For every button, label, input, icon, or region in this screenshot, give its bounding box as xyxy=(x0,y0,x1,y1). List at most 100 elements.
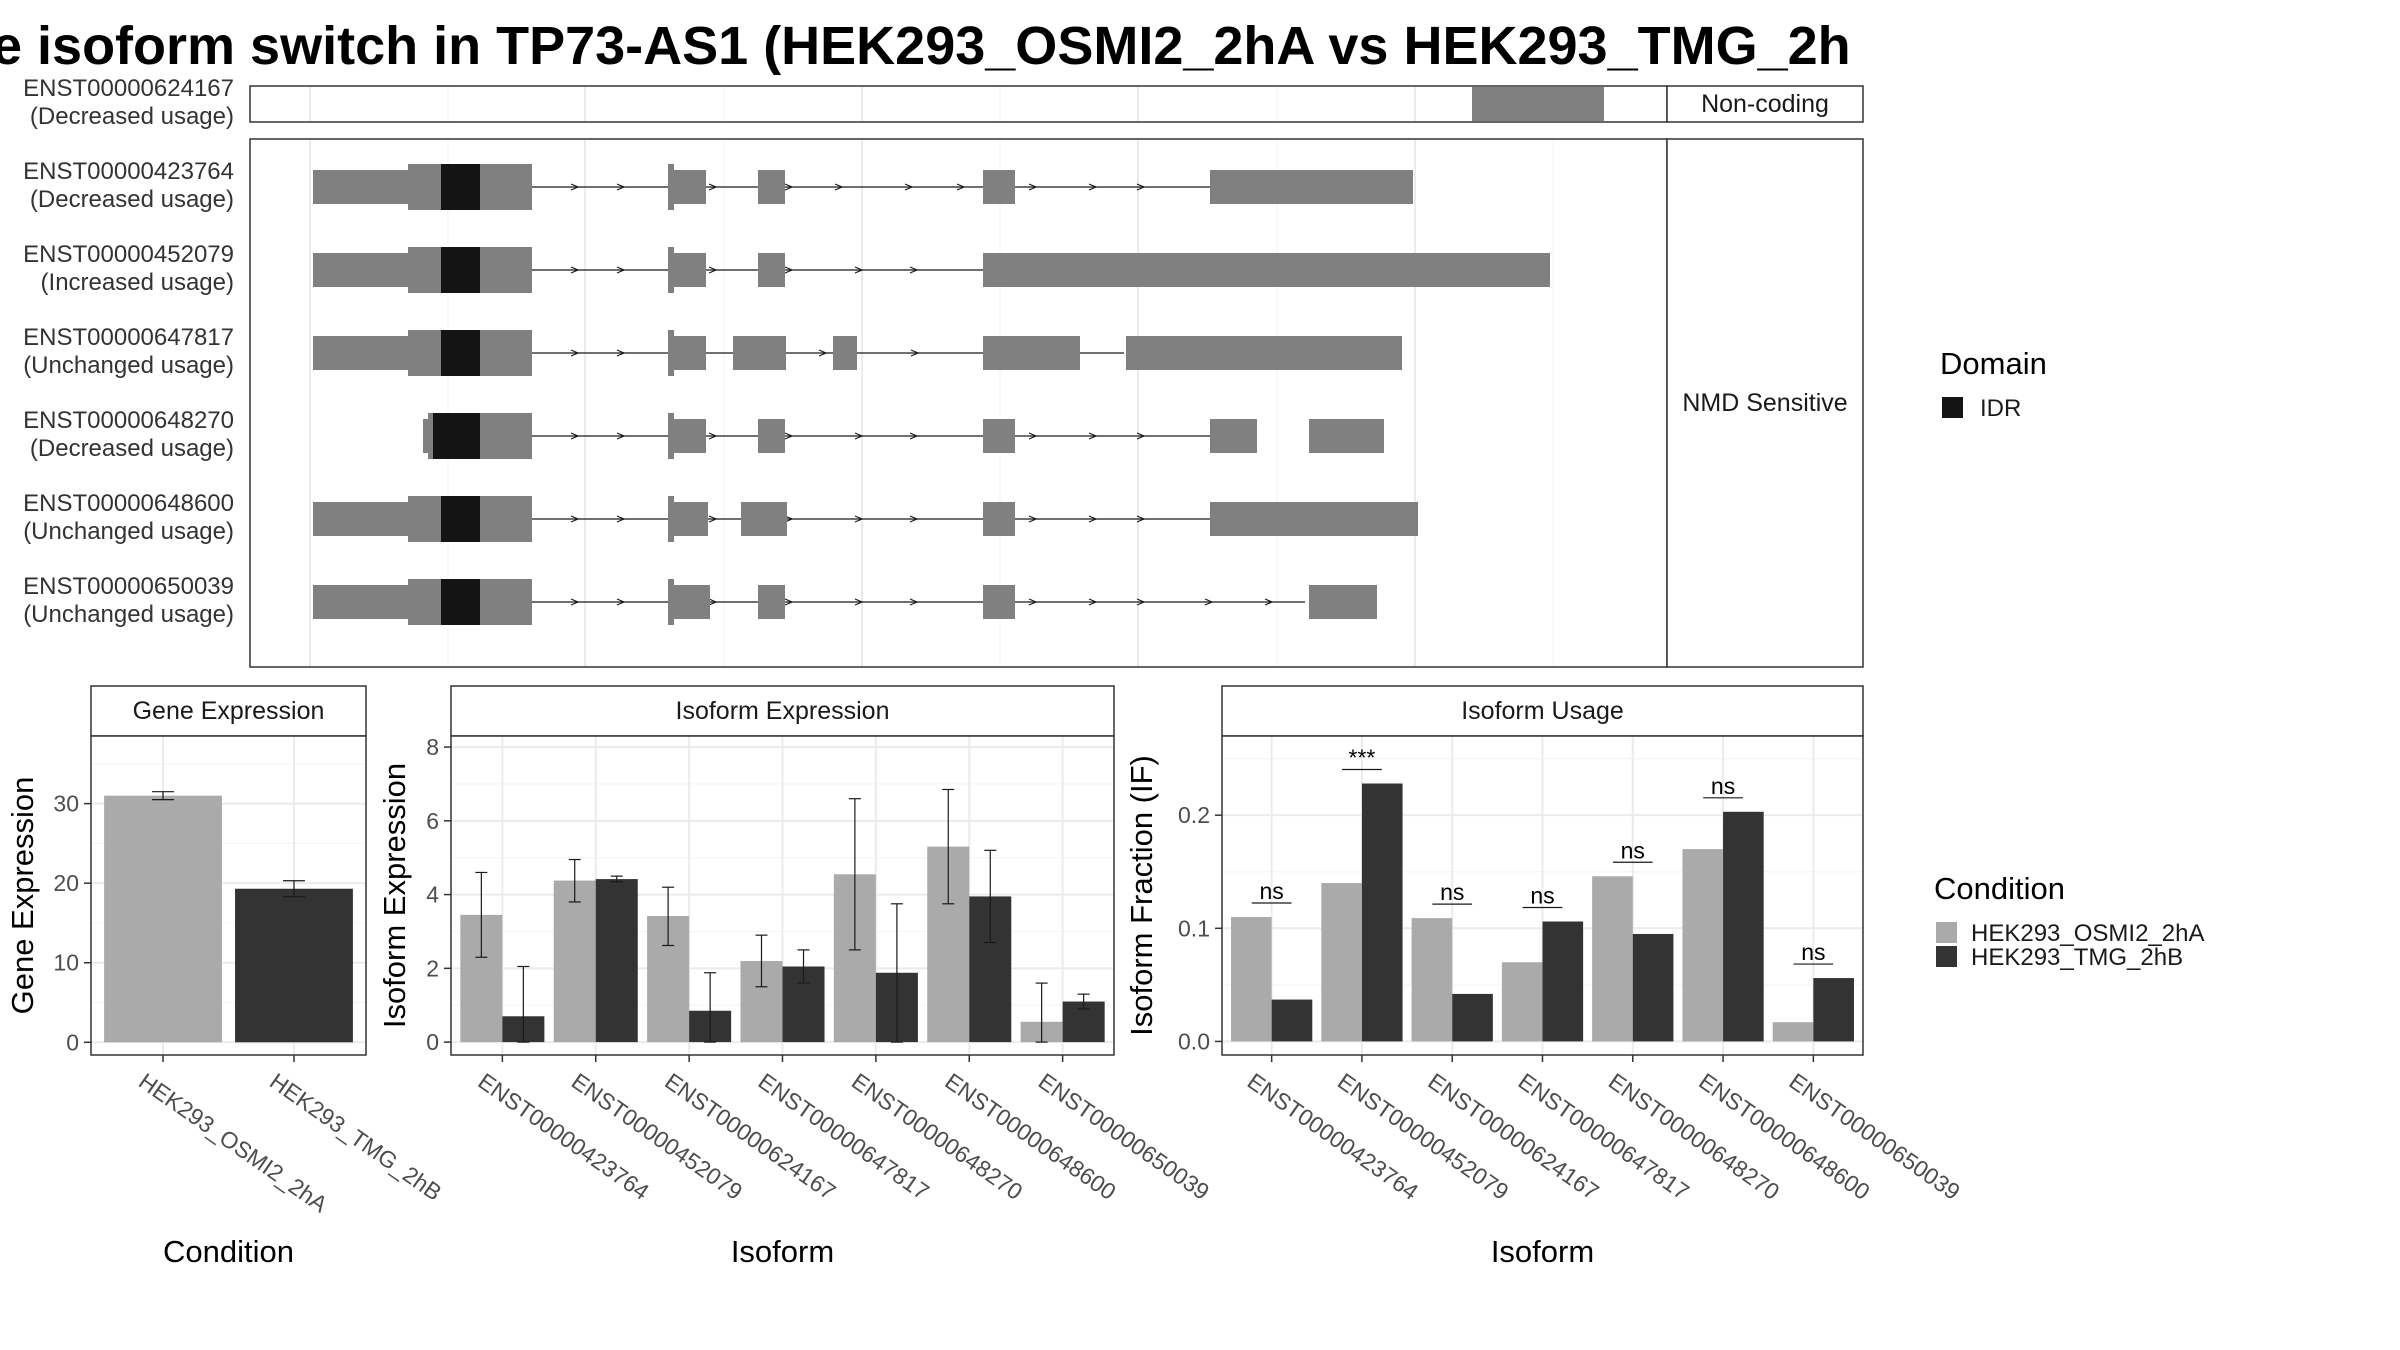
transcript-ENST00000650039 xyxy=(313,579,1377,625)
utr-exon xyxy=(672,585,710,619)
transcript-usage-label: (Decreased usage) xyxy=(30,186,234,213)
idr-domain xyxy=(441,579,480,625)
utr-exon xyxy=(1126,336,1402,370)
strand-arrow xyxy=(784,598,794,606)
strand-arrow xyxy=(834,183,844,191)
transcript-id-label: ENST00000624167 xyxy=(23,75,234,102)
utr-exon xyxy=(313,170,408,204)
strand-arrow xyxy=(909,515,919,523)
strand-arrow xyxy=(909,432,919,440)
strand-arrow xyxy=(1136,515,1146,523)
idr-domain xyxy=(441,164,480,210)
strand-arrow xyxy=(854,598,864,606)
utr-exon xyxy=(1210,419,1257,453)
idr-domain xyxy=(441,496,480,542)
strand-arrow xyxy=(570,515,580,523)
strand-arrow xyxy=(1136,183,1146,191)
significance-label: ns xyxy=(1260,878,1284,904)
strand-arrow xyxy=(570,266,580,274)
transcript-usage-label: (Decreased usage) xyxy=(30,103,234,130)
noncoding-exon xyxy=(1472,87,1604,121)
plot-border xyxy=(90,735,367,1056)
strand-arrow xyxy=(910,349,920,357)
bar-condition-a xyxy=(1592,876,1633,1042)
strand-arrow xyxy=(570,349,580,357)
y-tick-label: 0.1 xyxy=(1178,915,1210,941)
bar-condition-a xyxy=(104,795,222,1043)
strand-arrow xyxy=(616,515,626,523)
utr-exon xyxy=(733,336,786,370)
utr-exon xyxy=(672,502,708,536)
condition-a-legend-key xyxy=(1936,922,1957,943)
strand-arrow xyxy=(570,598,580,606)
strand-arrow xyxy=(616,349,626,357)
strand-arrow xyxy=(1088,432,1098,440)
y-tick-label: 20 xyxy=(53,870,79,896)
significance-label: ns xyxy=(1530,883,1554,909)
transcript-ENST00000452079 xyxy=(313,247,1550,293)
x-tick-label: ENST00000452079 xyxy=(567,1068,747,1205)
utr-exon xyxy=(1309,585,1377,619)
strand-arrow xyxy=(784,432,794,440)
strand-arrow xyxy=(1136,432,1146,440)
utr-exon xyxy=(313,502,408,536)
bar-condition-b xyxy=(1452,993,1493,1042)
bar-condition-b xyxy=(1542,921,1584,1042)
utr-exon xyxy=(983,170,1015,204)
bar-condition-b xyxy=(595,879,638,1043)
strand-arrow xyxy=(784,183,794,191)
utr-exon xyxy=(983,419,1015,453)
bar-condition-b xyxy=(235,888,353,1043)
strand-arrow xyxy=(1088,598,1098,606)
strand-arrow xyxy=(854,515,864,523)
coding-exon xyxy=(668,496,674,542)
utr-exon xyxy=(758,585,785,619)
x-tick-label: ENST00000650039 xyxy=(1034,1068,1214,1205)
x-axis-title: Condition xyxy=(163,1234,294,1269)
transcript-usage-label: (Increased usage) xyxy=(41,269,234,296)
strand-arrow xyxy=(570,432,580,440)
strand-arrow xyxy=(909,266,919,274)
x-tick-label: ENST00000650039 xyxy=(1784,1068,1964,1205)
y-tick-label: 6 xyxy=(426,808,439,834)
utr-exon xyxy=(983,502,1015,536)
group-strip-label: NMD Sensitive xyxy=(1682,389,1847,417)
strand-arrow xyxy=(956,183,966,191)
significance-label: ns xyxy=(1711,773,1735,799)
strand-arrow xyxy=(1204,598,1214,606)
bar-condition-a xyxy=(1231,916,1272,1042)
x-tick-label: ENST00000648270 xyxy=(847,1068,1027,1205)
bar-condition-a xyxy=(1321,883,1362,1042)
strand-arrow xyxy=(616,598,626,606)
transcript-ENST00000647817 xyxy=(313,330,1402,376)
bar-condition-a xyxy=(1501,962,1543,1042)
x-tick-label: ENST00000647817 xyxy=(754,1068,934,1205)
transcript-usage-label: (Unchanged usage) xyxy=(23,601,234,628)
utr-exon xyxy=(758,419,785,453)
coding-exon xyxy=(668,413,674,459)
utr-exon xyxy=(983,336,1080,370)
strand-arrow xyxy=(1028,515,1038,523)
strand-arrow xyxy=(1264,598,1274,606)
y-tick-label: 2 xyxy=(426,955,439,981)
y-tick-label: 0 xyxy=(66,1029,79,1055)
idr-domain xyxy=(441,330,480,376)
condition-legend-title: Condition xyxy=(1934,871,2065,906)
group-strip xyxy=(1666,85,1864,123)
strand-arrow xyxy=(784,266,794,274)
strand-arrow xyxy=(854,432,864,440)
strand-arrow xyxy=(909,598,919,606)
y-tick-label: 0.0 xyxy=(1178,1028,1210,1054)
significance-label: ns xyxy=(1440,879,1464,905)
utr-exon xyxy=(758,170,785,204)
panel-strip-title: Isoform Usage xyxy=(1461,697,1624,725)
utr-exon xyxy=(672,170,706,204)
significance-label: ns xyxy=(1621,837,1645,863)
transcript-usage-label: (Unchanged usage) xyxy=(23,518,234,545)
strand-arrow xyxy=(1028,183,1038,191)
transcript-group-0-bg xyxy=(250,86,1667,122)
transcript-ENST00000648600 xyxy=(313,496,1418,542)
bar-condition-a xyxy=(1772,1022,1814,1042)
